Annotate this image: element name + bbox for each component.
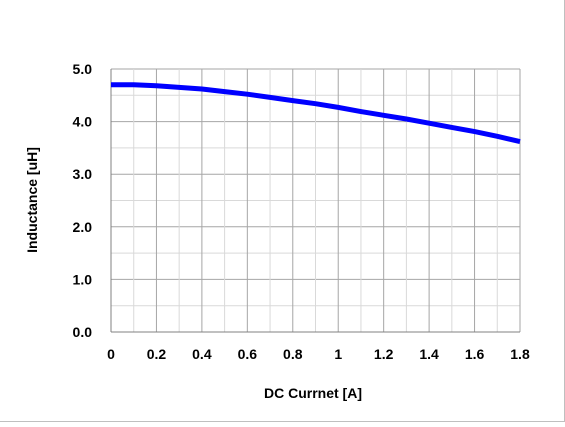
x-tick-label: 1.4 [419, 346, 439, 362]
x-tick-label: 0 [107, 346, 115, 362]
y-tick-label: 0.0 [73, 324, 93, 340]
series-line [111, 82, 521, 145]
x-tick-label: 1.6 [465, 346, 485, 362]
y-tick-label: 1.0 [73, 271, 93, 287]
tick-label-layer: 0 0.2 0.4 0.6 0.8 1 1.2 1.4 1.6 1.8 0.0 1.0 2.0 3.0 4.… [73, 61, 530, 362]
x-axis-title: DC Currnet [A] [264, 385, 362, 401]
grid-layer [111, 68, 521, 332]
y-tick-label: 3.0 [73, 166, 93, 182]
y-tick-label: 2.0 [73, 219, 93, 235]
x-tick-label: 1.2 [374, 346, 394, 362]
x-tick-label: 0.4 [192, 346, 212, 362]
y-axis-title: Inductance [uH] [24, 147, 40, 253]
x-tick-label: 1 [334, 346, 342, 362]
x-tick-label: 1.8 [510, 346, 530, 362]
x-tick-label: 0.8 [283, 346, 303, 362]
y-tick-label: 4.0 [73, 114, 93, 130]
series-layer [111, 82, 521, 145]
axis-layer [110, 69, 520, 333]
x-tick-label: 0.6 [238, 346, 258, 362]
x-tick-label: 0.2 [147, 346, 167, 362]
y-tick-label: 5.0 [73, 61, 93, 77]
